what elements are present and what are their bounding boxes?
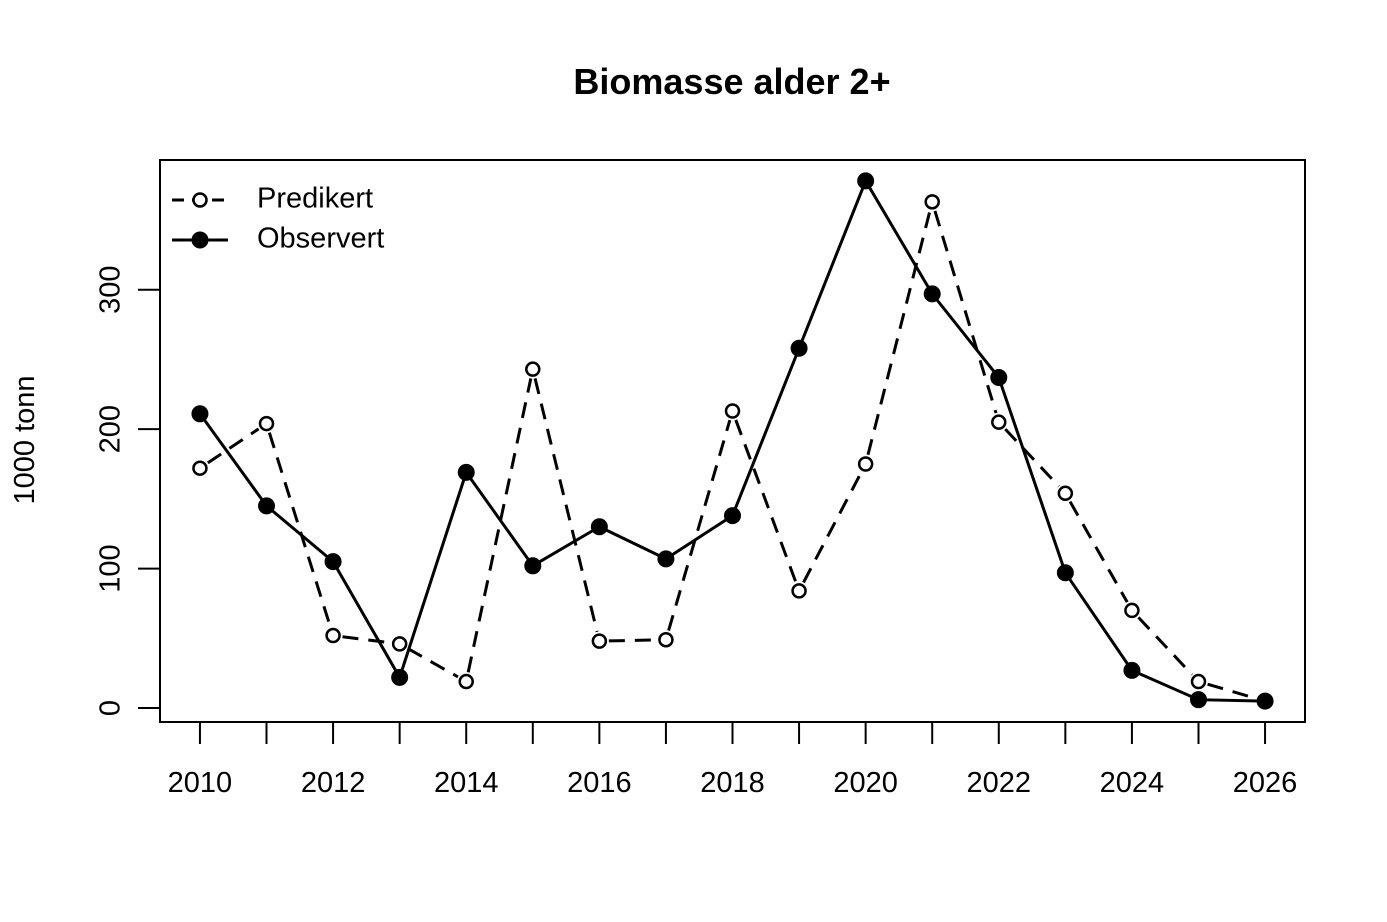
- x-axis: 2010 2012 2014 2016 2018 2020 2022 2024 2026: [168, 721, 1298, 799]
- series-segment: [464, 471, 535, 567]
- y-axis: 0 100 200 300: [95, 265, 161, 716]
- series-segment: [866, 210, 932, 456]
- x-tick-label: 2020: [833, 767, 898, 799]
- series-segment: [931, 292, 1000, 379]
- predicted-point: [458, 673, 474, 690]
- y-tick-label: 200: [95, 405, 127, 453]
- series-segment: [1131, 669, 1200, 702]
- series-segment: [802, 471, 863, 584]
- observed-point: [990, 369, 1008, 387]
- observed-point: [1256, 692, 1274, 710]
- series-segment: [267, 432, 332, 627]
- series-segment: [533, 378, 599, 633]
- y-tick-label: 300: [95, 265, 127, 313]
- observed-point: [790, 339, 808, 357]
- predicted-point: [857, 456, 874, 472]
- predicted-point: [591, 633, 608, 649]
- predicted-point: [1190, 673, 1207, 690]
- predicted-point: [325, 627, 341, 644]
- series-segment: [407, 647, 459, 679]
- series-segment: [398, 471, 468, 678]
- series-segment: [342, 635, 391, 645]
- observed-point: [857, 172, 875, 190]
- legend-label: Predikert: [257, 183, 373, 215]
- series-segment: [997, 377, 1067, 574]
- series-segment: [665, 514, 734, 561]
- series-segment: [532, 525, 601, 568]
- predicted-point: [192, 460, 208, 476]
- x-tick-label: 2016: [567, 767, 632, 799]
- legend-item: Predikert: [172, 183, 373, 215]
- series-segment: [331, 560, 401, 679]
- observed-point: [590, 518, 608, 536]
- legend-label: Observert: [257, 223, 384, 255]
- x-tick-label: 2018: [700, 767, 765, 799]
- series-segment: [598, 525, 667, 561]
- series-segment: [933, 210, 998, 414]
- legend: Predikert Observert: [172, 183, 384, 255]
- series-segment: [734, 419, 798, 583]
- observed-point: [724, 507, 741, 525]
- legend-marker: [191, 231, 209, 249]
- observed-point: [391, 668, 409, 686]
- predicted-point: [924, 194, 940, 210]
- series-layer: [191, 172, 1274, 710]
- observed-point: [191, 405, 209, 423]
- observed-point: [923, 285, 941, 303]
- observed-point: [324, 553, 342, 571]
- series-observert: [191, 172, 1274, 710]
- predicted-point: [791, 583, 807, 599]
- observed-point: [457, 463, 475, 481]
- predicted-point: [391, 636, 408, 652]
- series-segment: [864, 180, 934, 295]
- series-segment: [797, 180, 868, 349]
- x-tick-label: 2012: [301, 767, 366, 799]
- observed-point: [1056, 564, 1074, 582]
- predicted-point: [258, 415, 275, 432]
- x-tick-label: 2014: [434, 767, 499, 799]
- observed-point: [258, 497, 276, 515]
- observed-point: [1123, 661, 1141, 679]
- series-segment: [466, 378, 533, 673]
- observed-point: [524, 557, 542, 575]
- legend-marker: [192, 192, 208, 208]
- predicted-point: [1124, 602, 1140, 619]
- series-segment: [265, 504, 335, 563]
- x-tick-label: 2022: [967, 767, 1032, 799]
- legend-item: Observert: [172, 223, 384, 255]
- y-axis-label: 1000 tonn: [9, 375, 41, 504]
- y-tick-label: 0: [95, 700, 127, 716]
- x-tick-label: 2024: [1100, 767, 1165, 799]
- chart-title: Biomasse alder 2+: [573, 61, 890, 102]
- x-tick-label: 2010: [168, 767, 233, 799]
- series-segment: [206, 427, 260, 465]
- predicted-point: [658, 631, 674, 648]
- series-segment: [1068, 500, 1129, 603]
- series-predikert: [192, 194, 1273, 709]
- series-segment: [198, 412, 268, 507]
- series-segment: [1207, 682, 1257, 700]
- predicted-point: [1057, 485, 1074, 502]
- series-segment: [667, 419, 732, 632]
- series-segment: [1064, 571, 1134, 672]
- series-segment: [608, 638, 657, 643]
- x-tick-label: 2026: [1233, 767, 1298, 799]
- series-segment: [1004, 428, 1060, 488]
- series-segment: [731, 347, 801, 517]
- predicted-point: [724, 403, 741, 419]
- y-tick-label: 100: [95, 544, 127, 592]
- series-segment: [1198, 698, 1266, 703]
- predicted-point: [991, 414, 1007, 430]
- series-segment: [1137, 616, 1194, 676]
- observed-point: [1189, 691, 1207, 709]
- predicted-point: [525, 361, 541, 377]
- observed-point: [657, 550, 675, 568]
